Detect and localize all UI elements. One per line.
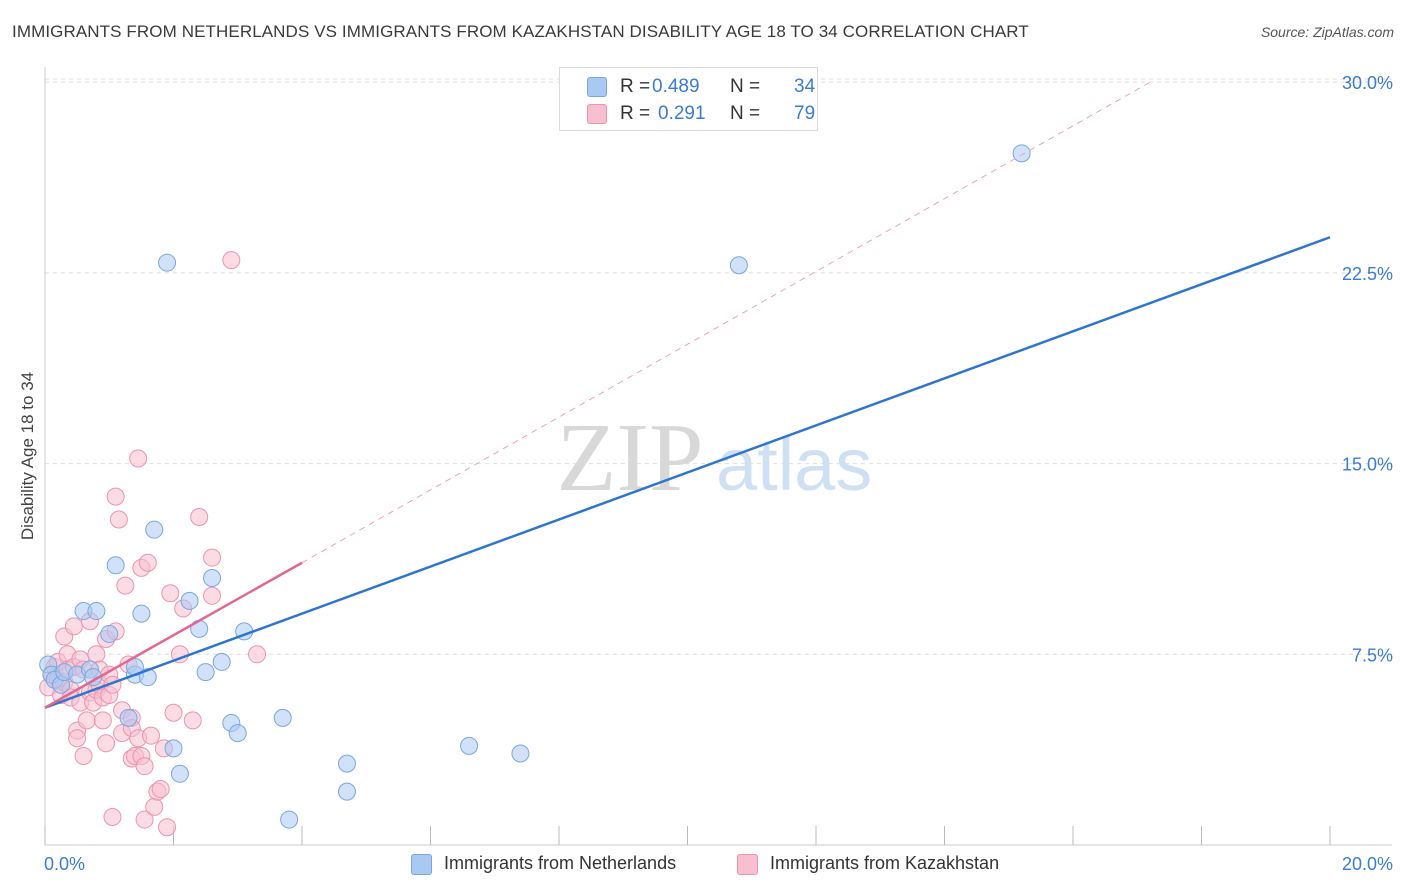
kazakhstan-point [97,734,116,753]
netherlands-point [203,569,222,587]
kazakhstan-point [138,553,157,572]
kazakhstan-point [77,711,96,730]
kazakhstan-point [87,645,106,664]
netherlands-point [1012,144,1031,163]
netherlands-point [212,652,231,671]
kazakhstan-point [203,548,222,567]
kazakhstan-point [106,487,125,506]
netherlands-point [164,739,183,758]
netherlands-point [729,256,748,275]
netherlands-point [511,744,530,763]
kazakhstan-point [151,780,170,799]
y-tick-label: 30.0% [1342,73,1393,93]
netherlands-point [273,708,292,727]
kazakhstan-point [93,711,112,730]
y-tick-label: 15.0% [1342,455,1393,475]
legend-n-label: N = [730,76,761,97]
netherlands-point [106,556,125,575]
axis-ticks [44,826,1331,845]
netherlands-point [84,668,103,687]
chart-title: IMMIGRANTS FROM NETHERLANDS VS IMMIGRANT… [12,22,1029,41]
netherlands-point [100,624,119,643]
kazakhstan-point [64,617,83,636]
netherlands-point [132,604,151,623]
kazakhstan-point [135,757,154,776]
kazakhstan-point [68,729,87,748]
kazakhstan-point [135,810,154,829]
netherlands-point [119,708,138,727]
netherlands-point [337,782,356,801]
kazakhstan-point [158,818,177,837]
kazakhstan-points [39,251,267,837]
kazakhstan-point [116,576,135,595]
kazakhstan-point [190,507,209,526]
watermark-zip: ZIP [557,404,704,512]
kazakhstan-point [248,645,267,664]
correlation-legend: R = 0.489 N = 34 R = 0.291 N = 79 [559,67,818,131]
kazakhstan-trend-extension [301,81,1151,564]
kazakhstan-swatch [587,104,607,124]
netherlands-point [145,520,164,539]
kazakhstan-point [145,797,164,816]
netherlands-point [170,764,189,783]
kazakhstan-point [74,747,93,765]
gridlines [45,78,1392,655]
kazakhstan-point [183,711,202,730]
axes [44,67,1392,846]
netherlands-point [280,810,299,829]
kazakhstan-point [142,726,161,745]
source-label: Source: ZipAtlas.com [1260,24,1394,40]
kazakhstan-point [161,584,180,603]
y-tick-label: 7.5% [1352,645,1393,665]
legend-n-value: 79 [794,103,816,124]
legend-r-label: R = [620,76,651,97]
kazakhstan-point [164,703,183,722]
netherlands-swatch [411,854,432,875]
zipatlas-watermark: ZIP atlas [557,404,873,512]
netherlands-point [196,663,215,682]
netherlands-point [87,602,106,621]
netherlands-trend-line [44,236,1331,709]
axis-tick-labels: 7.5% 15.0% 22.5% 30.0% 0.0% 20.0% [44,73,1393,874]
netherlands-point [228,724,247,743]
bottom-legend-label: Immigrants from Kazakhstan [770,853,1000,873]
netherlands-point [180,591,199,610]
netherlands-points [39,144,1031,829]
netherlands-point [158,253,177,272]
y-axis-label: Disability Age 18 to 34 [18,371,37,541]
x-tick-label: 20.0% [1342,854,1393,874]
watermark-atlas: atlas [716,423,872,506]
kazakhstan-point [222,251,241,270]
kazakhstan-point [129,449,148,468]
netherlands-swatch [587,77,607,97]
kazakhstan-point [203,586,222,605]
legend-n-value: 34 [794,76,816,97]
kazakhstan-trend-line [44,561,303,709]
trend-lines [44,81,1331,709]
netherlands-point [337,754,356,773]
legend-r-value: 0.489 [652,76,700,97]
kazakhstan-swatch [737,854,758,875]
bottom-legend-label: Immigrants from Netherlands [444,853,677,873]
x-tick-label: 0.0% [44,854,85,874]
y-tick-label: 22.5% [1342,264,1393,284]
legend-r-value: 0.291 [658,103,706,124]
legend-r-label: R = [620,103,651,124]
kazakhstan-point [103,808,122,827]
kazakhstan-point [109,510,128,529]
legend-n-label: N = [730,103,761,124]
netherlands-point [460,736,479,755]
